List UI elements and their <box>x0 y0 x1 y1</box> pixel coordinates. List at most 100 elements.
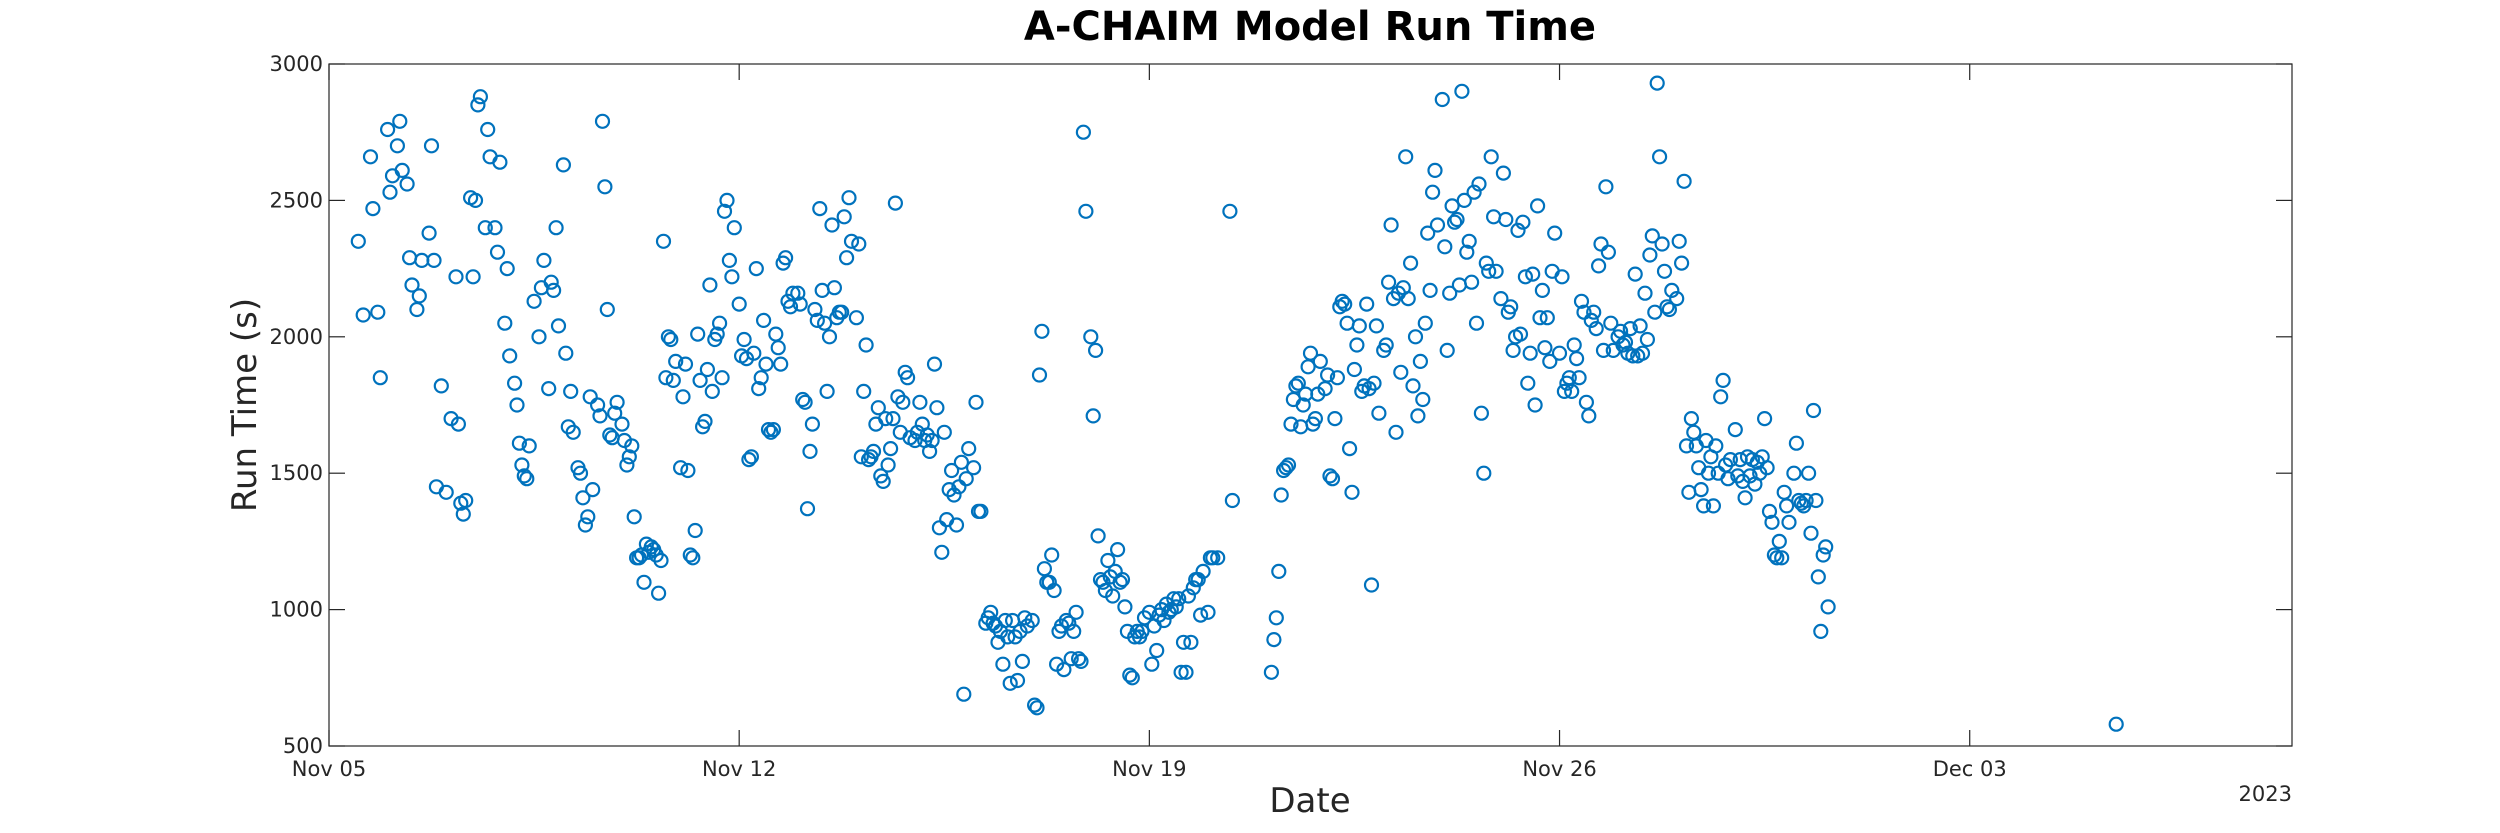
data-point <box>1183 634 1199 650</box>
data-point <box>1771 533 1787 550</box>
data-point <box>758 356 774 372</box>
data-point <box>1359 296 1375 312</box>
data-point <box>1437 239 1453 255</box>
data-point <box>1588 321 1604 337</box>
data-point <box>1537 340 1553 356</box>
data-point <box>763 424 779 440</box>
data-point <box>421 225 437 241</box>
data-point <box>541 381 557 397</box>
data-point <box>1595 342 1612 358</box>
data-point <box>1615 337 1631 353</box>
data-point <box>1263 664 1280 680</box>
data-point <box>1693 482 1709 498</box>
data-point <box>948 517 965 533</box>
data-point <box>1583 312 1599 328</box>
data-point <box>726 220 742 236</box>
data-point <box>1566 337 1582 353</box>
data-point <box>575 490 591 506</box>
data-point <box>1808 492 1824 509</box>
data-point <box>1483 149 1499 165</box>
data-point <box>1061 615 1077 631</box>
data-point <box>1205 550 1221 566</box>
data-point <box>1454 83 1470 99</box>
data-point <box>1542 353 1558 369</box>
y-tick-label: 2500 <box>270 188 323 212</box>
data-point <box>1544 263 1560 279</box>
data-point <box>372 370 388 386</box>
data-point <box>404 277 420 293</box>
data-point <box>655 233 672 249</box>
data-point <box>1073 653 1089 670</box>
data-point <box>716 203 733 219</box>
data-point <box>714 370 730 386</box>
data-point <box>497 315 513 331</box>
data-point <box>1402 255 1419 271</box>
data-point <box>1481 263 1497 279</box>
data-point <box>1578 394 1595 410</box>
data-point <box>1781 514 1797 530</box>
data-point <box>487 220 503 236</box>
data-point <box>426 252 442 268</box>
data-point <box>934 544 950 560</box>
data-point <box>1722 452 1739 468</box>
data-point <box>1593 236 1609 252</box>
data-point <box>860 452 877 468</box>
data-point <box>677 356 694 372</box>
data-point <box>1769 550 1785 566</box>
data-point <box>1388 424 1404 440</box>
data-point <box>1676 173 1692 189</box>
data-point <box>499 261 515 277</box>
data-point <box>1459 244 1475 260</box>
data-point <box>1417 315 1433 331</box>
data-point <box>795 391 811 408</box>
data-point <box>1302 345 1319 361</box>
data-point <box>1678 438 1695 454</box>
data-point <box>680 462 696 479</box>
data-point <box>480 121 496 138</box>
data-point <box>692 372 708 388</box>
data-point <box>958 471 974 487</box>
data-point <box>1766 547 1783 563</box>
data-point <box>1449 211 1465 228</box>
data-point <box>1446 214 1463 230</box>
data-point <box>1788 435 1805 451</box>
data-point <box>924 432 940 449</box>
data-point <box>465 269 481 285</box>
data-point <box>760 422 777 438</box>
data-point <box>1322 468 1338 484</box>
data-point <box>1285 391 1302 408</box>
data-point <box>1564 383 1580 399</box>
data-point <box>868 416 884 432</box>
data-point <box>1568 351 1585 367</box>
year-label: 2023 <box>2239 782 2292 806</box>
data-point <box>1427 162 1443 178</box>
data-point <box>804 416 821 432</box>
data-point <box>1644 228 1660 244</box>
data-point <box>870 400 886 416</box>
data-point <box>824 217 840 233</box>
data-point <box>1300 359 1316 375</box>
data-point <box>1818 539 1834 555</box>
data-point <box>1412 353 1429 369</box>
data-point <box>807 301 823 318</box>
data-point <box>2108 716 2124 732</box>
data-point <box>675 389 691 405</box>
data-point <box>607 405 623 421</box>
data-point <box>1024 612 1040 629</box>
data-point <box>1708 438 1724 454</box>
data-point <box>1312 353 1328 369</box>
data-point <box>1774 550 1790 566</box>
data-point <box>926 356 943 372</box>
data-point <box>619 457 635 473</box>
data-point <box>1190 571 1206 588</box>
data-point <box>536 252 552 268</box>
data-point <box>1268 610 1284 626</box>
data-point <box>1341 441 1358 457</box>
data-point <box>719 192 735 208</box>
data-point <box>929 400 945 416</box>
data-point <box>526 293 542 309</box>
data-point <box>1066 623 1082 640</box>
data-point <box>660 329 677 345</box>
data-point <box>1493 291 1509 307</box>
data-point <box>411 288 427 304</box>
